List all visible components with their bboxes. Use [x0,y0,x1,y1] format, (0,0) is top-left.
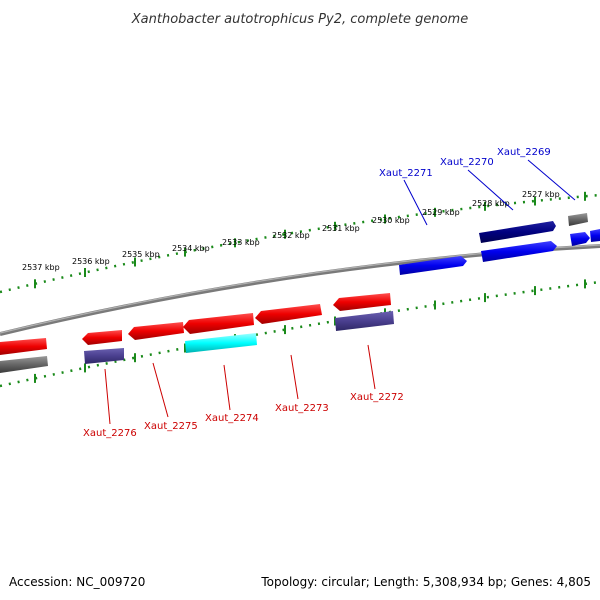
gene-label[interactable]: Xaut_2273 [275,403,329,414]
accession-text: Accession: NC_009720 [9,575,145,589]
reverse-strand-genes [0,293,394,373]
outer-tick-ruler [0,193,600,294]
gene-arrow-reverse[interactable] [0,338,47,355]
leader-line [152,362,169,418]
inner-major-ticks [34,279,586,383]
gene-arrow-forward[interactable] [590,229,600,242]
ruler-label: 2527 kbp [522,190,560,199]
leader-line [223,364,231,411]
gene-label[interactable]: Xaut_2271 [379,168,433,179]
gene-arrow-reverse-cyan[interactable] [185,333,257,353]
ruler-label: 2529 kbp [422,208,460,217]
gene-label[interactable]: Xaut_2269 [497,147,551,158]
ruler-label: 2536 kbp [72,257,110,266]
gene-arrow-reverse-purple[interactable] [84,348,124,364]
ruler-label: 2537 kbp [22,263,60,272]
ruler-label: 2532 kbp [272,231,310,240]
leader-line [290,354,299,400]
ruler-label: 2531 kbp [322,224,360,233]
leader-line [367,344,376,390]
outer-major-ticks [34,191,586,289]
ruler-label: 2530 kbp [372,216,410,225]
gene-arrow-reverse[interactable] [183,313,254,334]
ruler-label: 2533 kbp [222,238,260,247]
gene-arrow-reverse[interactable] [255,304,322,324]
ruler-label: 2528 kbp [472,199,510,208]
ruler-label: 2534 kbp [172,244,210,253]
gene-arrow-forward[interactable] [570,232,590,246]
gene-arrow-other[interactable] [568,213,588,226]
leader-line [527,159,576,201]
gene-labels-bottom: Xaut_2276 Xaut_2275 Xaut_2274 Xaut_2273 … [83,392,404,439]
gene-arrow-forward[interactable] [479,221,556,243]
leader-line [104,368,111,425]
map-title: Xanthobacter autotrophicus Py2, complete… [131,12,468,27]
leader-line [467,169,514,211]
gene-arrow-forward[interactable] [399,256,467,275]
gene-arrow-reverse[interactable] [82,330,122,345]
gene-arrow-reverse[interactable] [333,293,391,311]
forward-strand-genes [399,213,600,275]
gene-label[interactable]: Xaut_2275 [144,421,198,432]
gene-arrow-reverse[interactable] [128,322,184,340]
leader-line [403,179,428,226]
gene-label[interactable]: Xaut_2272 [350,392,404,403]
ruler-label: 2535 kbp [122,250,160,259]
leader-lines [104,159,576,425]
gene-labels-top: Xaut_2271 Xaut_2270 Xaut_2269 [379,147,551,179]
gene-arrow-forward[interactable] [481,241,557,262]
gene-arrow-reverse-purple[interactable] [335,311,394,331]
gene-label[interactable]: Xaut_2274 [205,413,259,424]
ruler-labels: 2537 kbp 2536 kbp 2535 kbp 2534 kbp 2533… [22,190,560,272]
gene-label[interactable]: Xaut_2270 [440,157,494,168]
genome-summary-text: Topology: circular; Length: 5,308,934 bp… [260,575,591,589]
gene-arrow-other[interactable] [0,356,48,373]
gene-label[interactable]: Xaut_2276 [83,428,137,439]
